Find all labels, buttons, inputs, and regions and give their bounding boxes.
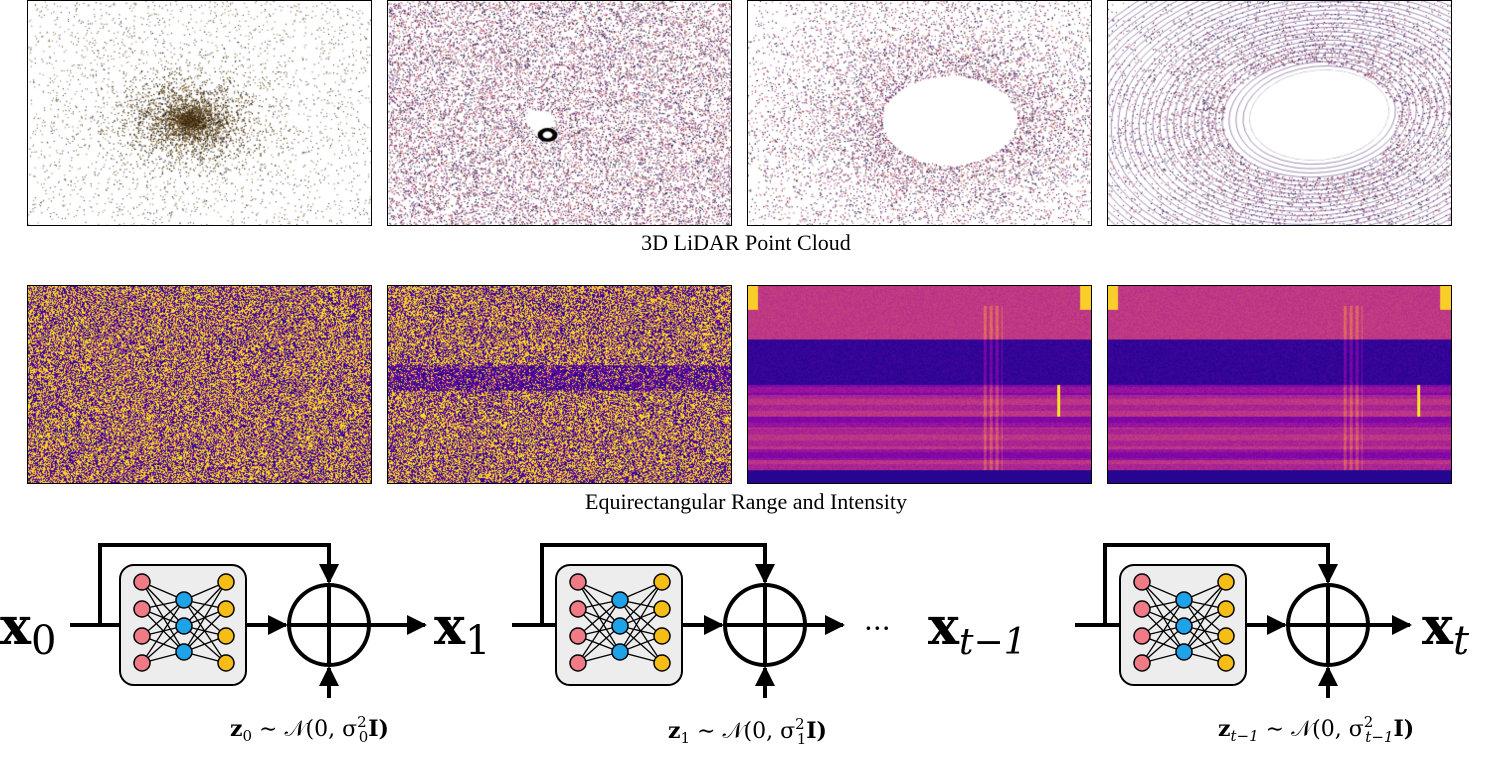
skip-connection-1 — [540, 543, 775, 625]
network-edge — [183, 581, 227, 653]
hidden-node — [611, 643, 629, 661]
range-panel-1 — [27, 285, 372, 484]
hidden-node — [611, 591, 629, 609]
input-node — [1133, 573, 1151, 591]
input-node — [569, 654, 587, 672]
input-node — [1133, 654, 1151, 672]
network-edge — [183, 581, 227, 627]
state-xt: xt — [1422, 596, 1470, 664]
hidden-node — [175, 617, 193, 635]
hidden-node — [175, 591, 193, 609]
range-panel-4 — [1107, 285, 1452, 484]
output-node — [1217, 654, 1235, 672]
range-canvas-3 — [748, 286, 1091, 483]
network-edge — [183, 608, 227, 653]
range-caption: Equirectangular Range and Intensity — [585, 489, 907, 514]
diffusion-diagram: x0 x1 ··· xt−1 xt z0 ∼ 𝒩(0, σ2 0I) z1 ∼ 𝒩… — [0, 543, 1470, 748]
input-node — [133, 573, 151, 591]
output-node — [217, 627, 235, 645]
point-cloud-panel-4 — [1107, 0, 1452, 226]
output-node — [1217, 573, 1235, 591]
output-node — [1217, 600, 1235, 618]
network-edge — [577, 625, 621, 664]
ellipsis: ··· — [864, 612, 891, 645]
network-edge — [577, 599, 621, 637]
input-node — [1133, 627, 1151, 645]
output-node — [217, 654, 235, 672]
network-edge — [577, 599, 621, 664]
output-node — [653, 573, 671, 591]
network-edge — [141, 625, 185, 664]
hidden-node — [611, 617, 629, 635]
network-edge — [619, 608, 663, 653]
input-node — [133, 654, 151, 672]
input-node — [133, 627, 151, 645]
skip-connection-2 — [1103, 543, 1338, 625]
state-x0: x0 — [0, 596, 56, 664]
network-edge — [619, 581, 663, 627]
point-cloud-caption: 3D LiDAR Point Cloud — [641, 230, 851, 255]
range-panel-2 — [387, 285, 732, 484]
point-cloud-canvas-2 — [388, 1, 731, 225]
network-edge — [1141, 599, 1185, 637]
hidden-node — [1175, 591, 1193, 609]
network-edge — [1141, 599, 1185, 664]
range-canvas-1 — [28, 286, 371, 483]
network-edge — [1183, 608, 1227, 653]
network-edge — [141, 599, 185, 637]
point-cloud-panel-3 — [747, 0, 1092, 226]
noise-label-0: z0 ∼ 𝒩(0, σ2 0I) — [230, 713, 389, 746]
hidden-node — [175, 643, 193, 661]
output-node — [217, 600, 235, 618]
network-edge — [1183, 581, 1227, 627]
output-node — [653, 600, 671, 618]
output-node — [653, 627, 671, 645]
input-node — [133, 600, 151, 618]
point-cloud-panel-2 — [387, 0, 732, 226]
output-node — [217, 573, 235, 591]
input-node — [1133, 600, 1151, 618]
hidden-node — [1175, 643, 1193, 661]
input-node — [569, 573, 587, 591]
output-node — [653, 654, 671, 672]
state-x1: x1 — [434, 596, 490, 664]
point-cloud-canvas-4 — [1108, 1, 1451, 225]
range-canvas-2 — [388, 286, 731, 483]
network-edge — [1183, 581, 1227, 653]
state-xt-1: xt−1 — [928, 596, 1027, 663]
network-edge — [141, 599, 185, 664]
hidden-node — [1175, 617, 1193, 635]
point-cloud-canvas-3 — [748, 1, 1091, 225]
network-edge — [1141, 625, 1185, 664]
output-node — [1217, 627, 1235, 645]
input-node — [569, 627, 587, 645]
network-edge — [619, 581, 663, 653]
input-node — [569, 600, 587, 618]
point-cloud-canvas-1 — [28, 1, 371, 225]
noise-label-1: z1 ∼ 𝒩(0, σ2 1I) — [668, 715, 827, 748]
point-cloud-panel-1 — [27, 0, 372, 226]
range-canvas-4 — [1108, 286, 1451, 483]
skip-connection-0 — [98, 543, 339, 625]
noise-label-2: zt−1 ∼ 𝒩(0, σ2 t−1I) — [1218, 713, 1414, 746]
range-panel-3 — [747, 285, 1092, 484]
